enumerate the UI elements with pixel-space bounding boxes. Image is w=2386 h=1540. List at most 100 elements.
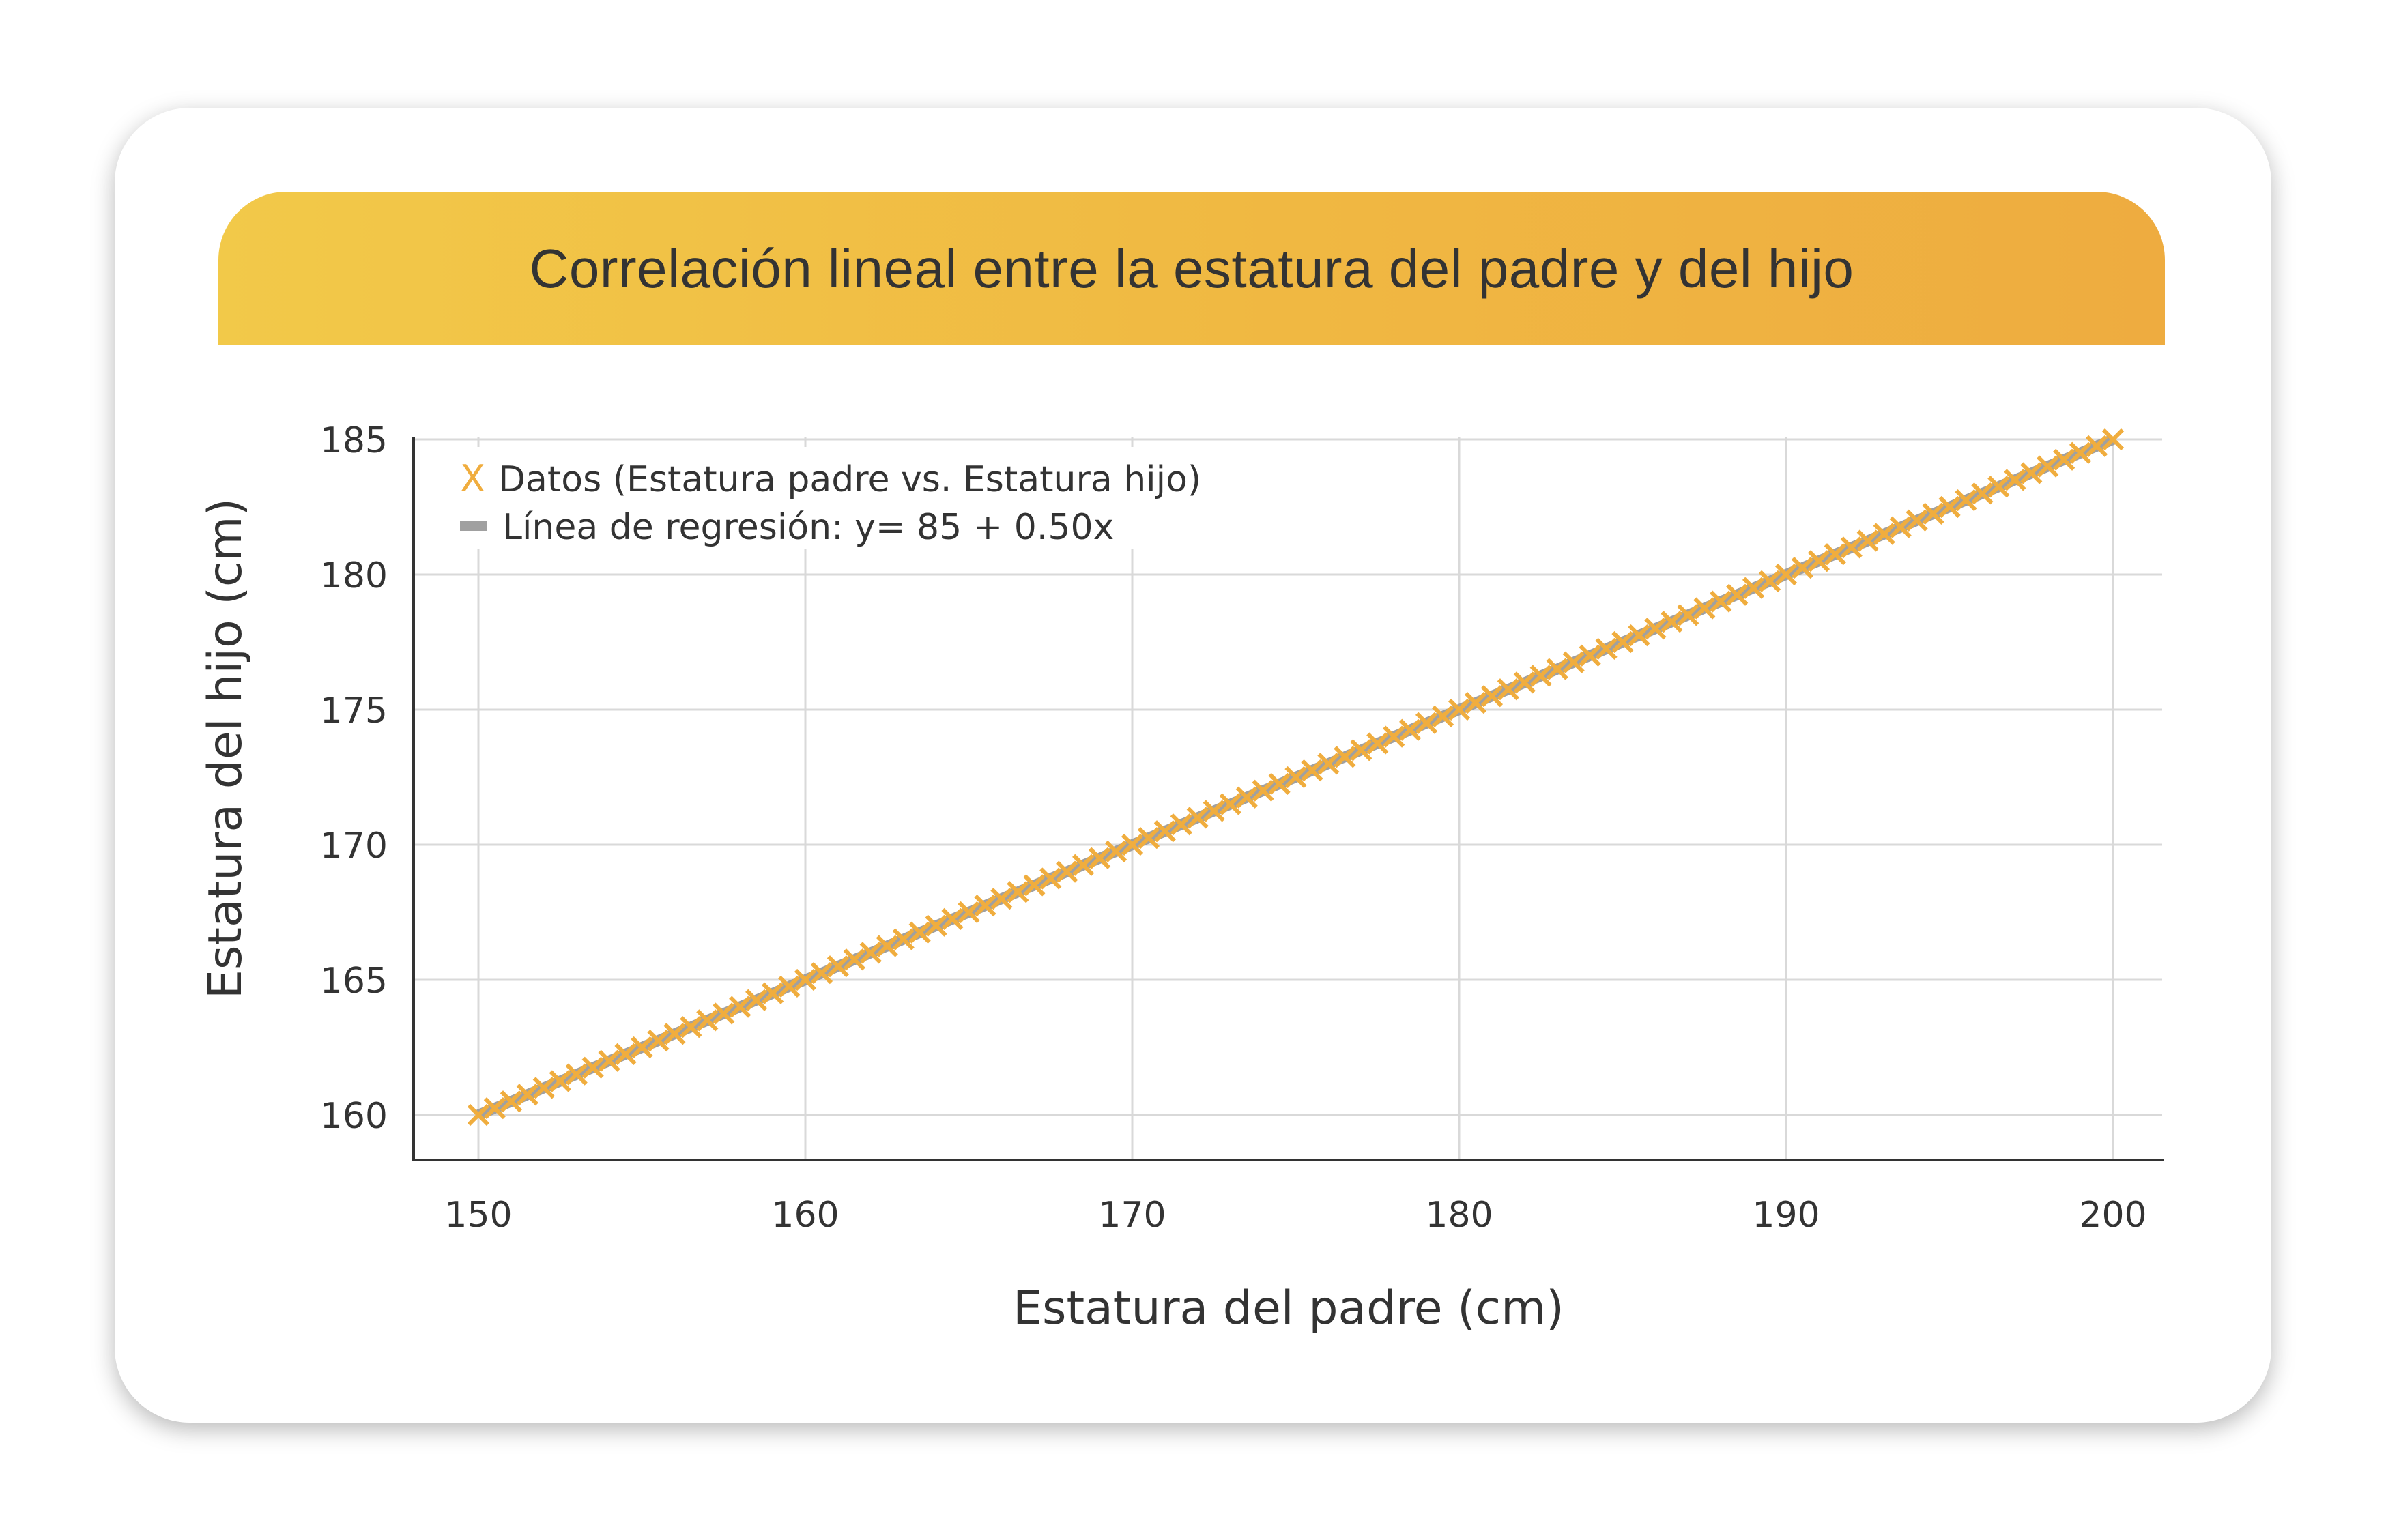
data-point-7 — [581, 1056, 604, 1079]
data-point-stroke-b — [647, 1029, 670, 1052]
data-point-stroke-b — [810, 961, 833, 985]
data-point-36 — [1056, 860, 1078, 883]
data-point-stroke-b — [777, 975, 801, 998]
data-point-6 — [565, 1063, 588, 1086]
data-point-11 — [647, 1029, 670, 1052]
data-point-72 — [1644, 618, 1667, 640]
data-point-71 — [1628, 624, 1650, 647]
data-point-stroke-b — [2085, 435, 2108, 458]
data-point-stroke-b — [500, 1090, 523, 1113]
data-point-48 — [1252, 779, 1274, 802]
data-point-47 — [1235, 786, 1258, 809]
tick-labels: 150 160 170 180 190 200 160 165 170 175 180 185 — [320, 420, 2147, 1236]
data-point-stroke-b — [1562, 651, 1585, 673]
data-point-38 — [1088, 847, 1111, 869]
data-point-76 — [1710, 590, 1732, 613]
data-point-stroke-b — [827, 955, 850, 978]
x-tick-label-170: 170 — [1098, 1195, 1166, 1236]
data-point-73 — [1661, 611, 1683, 633]
data-point-stroke-b — [2069, 441, 2092, 464]
data-point-97 — [2053, 448, 2075, 471]
x-tick-label-180: 180 — [1425, 1195, 1493, 1236]
data-point-16 — [729, 996, 751, 1018]
data-point-stroke-b — [1971, 482, 1994, 505]
data-point-stroke-b — [761, 982, 784, 1004]
legend-data-label: Datos (Estatura padre vs. Estatura hijo) — [498, 459, 1201, 500]
data-point-10 — [631, 1036, 653, 1059]
data-point-90 — [1938, 495, 1961, 519]
data-point-81 — [1791, 556, 1814, 579]
data-point-12 — [663, 1023, 686, 1045]
data-point-0 — [467, 1103, 490, 1127]
data-point-stroke-b — [1104, 840, 1127, 863]
data-point-74 — [1677, 604, 1699, 626]
data-point-stroke-b — [1056, 860, 1078, 883]
data-point-stroke-b — [908, 921, 931, 944]
legend-background — [456, 447, 1254, 549]
title-banner: Correlación lineal entre la estatura del… — [218, 192, 2165, 345]
data-point-stroke-b — [1856, 529, 1879, 552]
data-point-stroke-b — [532, 1077, 555, 1099]
data-point-stroke-b — [565, 1063, 588, 1086]
data-point-stroke-b — [1219, 793, 1241, 815]
data-point-41 — [1137, 826, 1160, 849]
data-point-stroke-b — [1464, 691, 1487, 714]
data-point-stroke-b — [1906, 509, 1928, 532]
data-point-stroke-b — [1611, 630, 1634, 654]
data-point-stroke-b — [729, 996, 751, 1018]
data-point-stroke-b — [1922, 502, 1944, 525]
data-point-stroke-b — [1448, 698, 1471, 721]
data-point-100 — [2101, 428, 2125, 451]
data-point-37 — [1072, 854, 1095, 876]
data-point-stroke-b — [631, 1036, 653, 1059]
data-point-stroke-b — [1072, 854, 1095, 876]
data-point-40 — [1121, 833, 1144, 856]
x-axis-title: Estatura del padre (cm) — [1013, 1281, 1564, 1335]
data-point-stroke-b — [696, 1009, 719, 1032]
data-point-stroke-b — [598, 1049, 620, 1072]
data-point-stroke-b — [794, 968, 817, 991]
data-point-17 — [745, 989, 768, 1011]
data-point-stroke-b — [1334, 746, 1356, 768]
data-point-stroke-b — [2020, 462, 2043, 484]
data-point-4 — [532, 1077, 555, 1099]
data-point-98 — [2069, 441, 2092, 464]
data-point-stroke-b — [2101, 428, 2125, 451]
data-point-stroke-b — [1677, 604, 1699, 626]
data-point-51 — [1301, 759, 1323, 782]
data-point-24 — [859, 942, 882, 964]
data-point-99 — [2085, 435, 2108, 458]
data-point-58 — [1415, 712, 1438, 734]
data-point-42 — [1153, 820, 1177, 843]
data-point-stroke-b — [1268, 772, 1291, 796]
data-point-stroke-b — [876, 935, 898, 957]
data-point-50 — [1284, 766, 1307, 789]
data-point-34 — [1023, 874, 1046, 897]
data-point-stroke-b — [1579, 644, 1601, 667]
data-point-stroke-b — [1203, 800, 1225, 822]
y-tick-label-175: 175 — [320, 691, 388, 731]
data-point-96 — [2037, 455, 2059, 478]
data-point-stroke-b — [2004, 469, 2026, 491]
data-point-stroke-b — [483, 1096, 506, 1120]
data-point-stroke-b — [2053, 448, 2075, 471]
data-point-25 — [876, 935, 898, 957]
x-tick-label-160: 160 — [771, 1195, 839, 1236]
data-point-30 — [958, 901, 980, 924]
data-point-9 — [614, 1043, 637, 1066]
y-tick-label-170: 170 — [320, 826, 388, 867]
data-point-35 — [1039, 867, 1062, 890]
grid — [414, 437, 2162, 1160]
data-point-91 — [1955, 489, 1977, 512]
data-point-stroke-b — [1399, 718, 1422, 741]
data-point-stroke-b — [1383, 725, 1405, 748]
data-point-26 — [892, 928, 915, 950]
data-point-88 — [1906, 509, 1928, 532]
data-point-stroke-b — [1007, 881, 1029, 903]
data-point-stroke-b — [516, 1084, 538, 1106]
data-point-49 — [1268, 772, 1291, 796]
data-point-stroke-b — [1513, 671, 1536, 694]
data-point-stroke-b — [1546, 658, 1568, 680]
data-point-55 — [1366, 732, 1389, 755]
